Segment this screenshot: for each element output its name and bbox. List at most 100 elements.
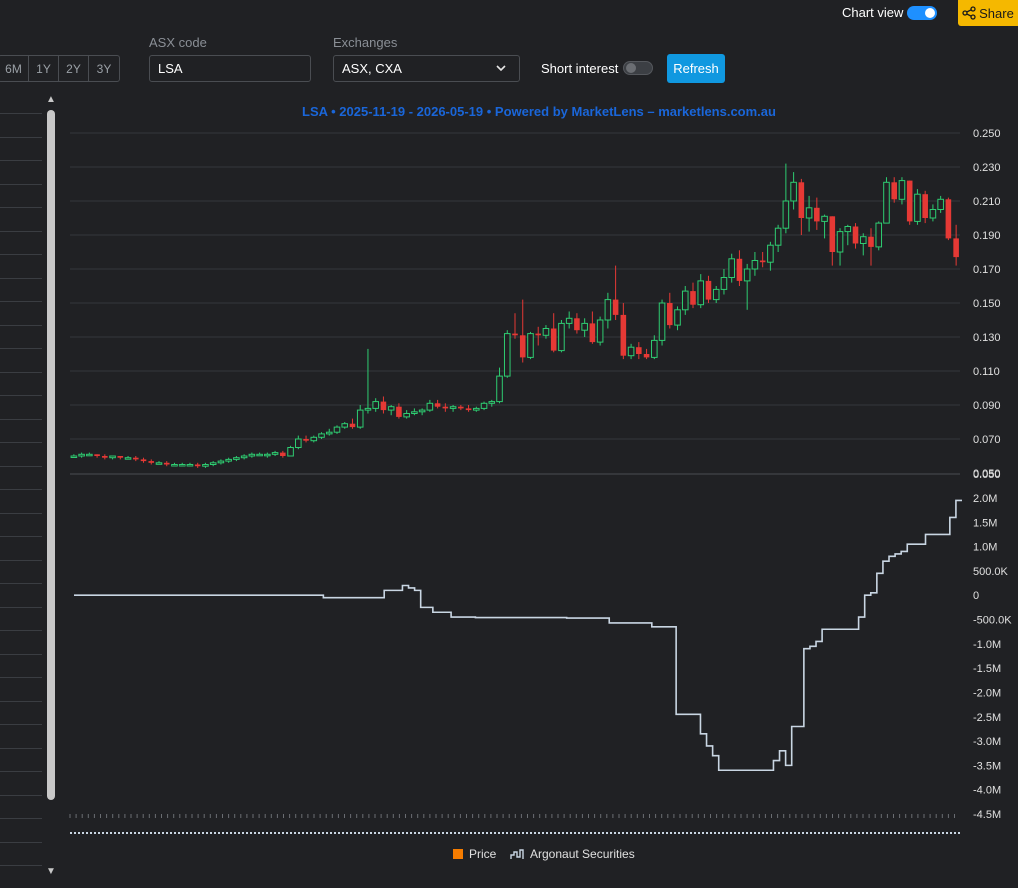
candle-body [581, 322, 588, 331]
left-panel-row [0, 277, 42, 279]
share-label: Share [979, 5, 1014, 21]
candle-body [496, 375, 503, 403]
candle-body [596, 319, 604, 343]
candle-body [782, 200, 790, 229]
candle-body [774, 227, 782, 246]
price-tick-label: 0.090 [973, 400, 1001, 412]
holder-tick-label: -500.0K [973, 615, 1012, 627]
candle-body [550, 328, 557, 351]
candle-body [844, 226, 852, 233]
refresh-button[interactable]: Refresh [667, 54, 725, 83]
candle-body [449, 406, 457, 409]
candle-body [271, 452, 279, 455]
scroll-down-arrow-icon[interactable]: ▼ [46, 866, 56, 877]
chart-view-toggle[interactable] [907, 6, 937, 20]
short-interest-toggle[interactable] [623, 61, 653, 75]
candle-body [295, 438, 302, 448]
candle-body [333, 426, 341, 433]
left-panel-row [0, 606, 42, 608]
holder-tick-label: 0 [973, 590, 979, 602]
candle-body [914, 193, 921, 222]
price-tick-label: 0.250 [973, 128, 1001, 140]
candle-body [736, 258, 743, 281]
candle-body [751, 260, 759, 270]
candle-body [929, 209, 937, 219]
legend-item-argonaut[interactable]: Argonaut Securities [510, 847, 635, 861]
candle-body [666, 303, 673, 326]
short-interest-label: Short interest [541, 61, 619, 76]
candle-body [705, 280, 712, 300]
left-panel-row [0, 371, 42, 373]
candle-body [805, 207, 813, 219]
holder-tick-label: 2.0M [973, 493, 997, 505]
exchanges-select[interactable]: ASX, CXA [333, 55, 520, 82]
share-button[interactable]: Share [958, 0, 1018, 26]
candle-body [875, 222, 883, 248]
price-tick-label: 0.070 [973, 434, 1001, 446]
candle-body [922, 194, 928, 218]
candle-body [859, 236, 867, 244]
candle-body [697, 280, 705, 306]
candle-body [356, 409, 364, 428]
candle-body [387, 406, 395, 411]
price-tick-label: 0.170 [973, 264, 1001, 276]
candle-body [574, 318, 580, 331]
candle-body [627, 346, 635, 357]
price-tick-label: 0.050 [973, 468, 1001, 480]
candle-body [349, 423, 356, 428]
candle-body [202, 464, 209, 467]
candle-body [565, 317, 573, 324]
candle-body [836, 231, 844, 253]
holder-tick-label: 1.0M [973, 542, 997, 554]
candle-body [473, 407, 480, 411]
legend-item-price[interactable]: Price [453, 847, 496, 861]
period-selector: 6M 1Y 2Y 3Y [0, 55, 120, 82]
asx-code-input[interactable]: LSA [149, 55, 311, 82]
scrollbar[interactable]: ▲ ▼ [44, 92, 58, 883]
period-1y[interactable]: 1Y [29, 56, 59, 81]
candle-body [403, 413, 410, 418]
period-6m[interactable]: 6M [0, 56, 29, 81]
exchanges-value: ASX, CXA [342, 61, 402, 76]
chevron-down-icon [496, 65, 506, 72]
candle-body [303, 439, 309, 441]
chart-view-label: Chart view [842, 5, 904, 20]
scroll-up-arrow-icon[interactable]: ▲ [46, 94, 56, 105]
candle-body [171, 464, 178, 467]
left-panel-row [0, 113, 42, 114]
candle-body [140, 459, 147, 462]
left-panel-row [0, 771, 42, 772]
candle-body [651, 339, 658, 358]
candle-body [287, 447, 294, 457]
candle-body [178, 464, 186, 467]
candle-body [488, 401, 496, 404]
legend-swatch-price [453, 849, 463, 859]
holder-tick-label: -2.5M [973, 712, 1001, 724]
candle-body [953, 238, 959, 258]
candle-body [264, 453, 271, 457]
price-tick-label: 0.130 [973, 332, 1001, 344]
holder-tick-label: -1.5M [973, 663, 1001, 675]
candle-body [519, 335, 526, 358]
candle-body [480, 402, 488, 409]
candle-body [364, 407, 372, 411]
period-2y[interactable]: 2Y [59, 56, 89, 81]
left-panel-row [0, 794, 42, 796]
candle-body [325, 431, 333, 435]
scrollbar-thumb[interactable] [47, 110, 55, 800]
candle-body [852, 226, 859, 244]
left-panel-row [0, 301, 42, 302]
exchanges-label: Exchanges [333, 35, 398, 50]
left-panel-row [0, 183, 42, 185]
candle-body [465, 408, 472, 411]
left-panel-row [0, 512, 42, 514]
candle-body [759, 260, 766, 263]
candle-body [937, 198, 944, 211]
candle-body [148, 461, 155, 463]
candle-body [712, 288, 720, 301]
candle-body [380, 401, 387, 411]
candle-body [643, 354, 650, 358]
left-panel-row [0, 724, 42, 725]
candle-body [418, 409, 426, 413]
period-3y[interactable]: 3Y [96, 61, 112, 76]
